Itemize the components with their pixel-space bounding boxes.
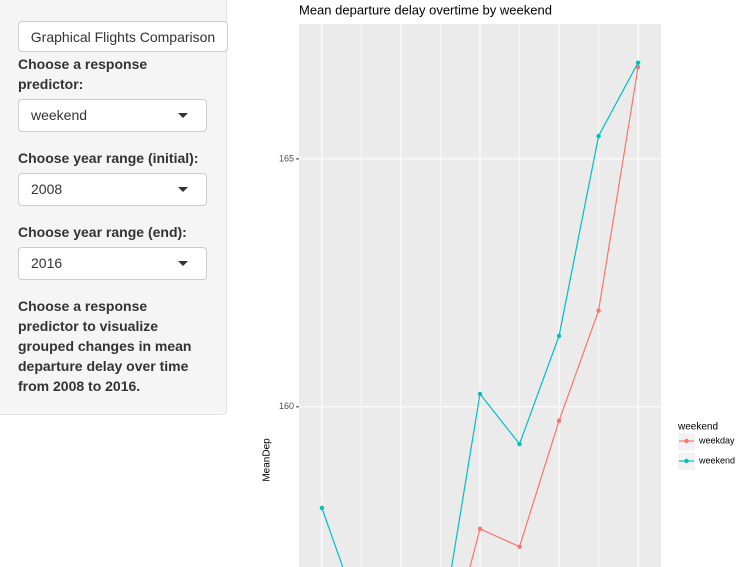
predictor-label: Choose a response predictor: xyxy=(18,56,148,92)
legend-label: weekday xyxy=(698,435,735,445)
sidebar-panel xyxy=(0,0,227,415)
point xyxy=(319,505,325,511)
point xyxy=(596,133,601,139)
legend-title: weekend xyxy=(677,422,718,433)
y-tick-label: 165 xyxy=(279,153,294,163)
start-select[interactable]: 2008 xyxy=(18,173,207,206)
legend-point xyxy=(684,438,689,444)
y-axis-label: MeanDep xyxy=(262,438,273,482)
point xyxy=(517,441,522,447)
point xyxy=(635,64,641,70)
point xyxy=(477,391,483,397)
point xyxy=(556,333,562,339)
plot-area xyxy=(299,24,661,567)
chart-title: Mean departure delay overtime by weekend xyxy=(299,2,552,17)
point xyxy=(596,308,601,313)
compare-button[interactable]: Graphical Flights Comparison xyxy=(18,21,228,52)
description: Choose a response predictor to visualize… xyxy=(18,298,192,394)
start-label: Choose year range (initial): xyxy=(18,150,199,166)
point xyxy=(556,418,562,423)
y-tick-label: 160 xyxy=(279,401,294,411)
point xyxy=(635,60,641,65)
point xyxy=(517,544,522,549)
end-select[interactable]: 2016 xyxy=(18,247,207,280)
legend-point xyxy=(684,458,689,464)
end-label: Choose year range (end): xyxy=(18,224,187,240)
point xyxy=(477,526,483,532)
predictor-select[interactable]: weekend xyxy=(18,99,207,132)
legend-label: weekend xyxy=(698,455,735,465)
